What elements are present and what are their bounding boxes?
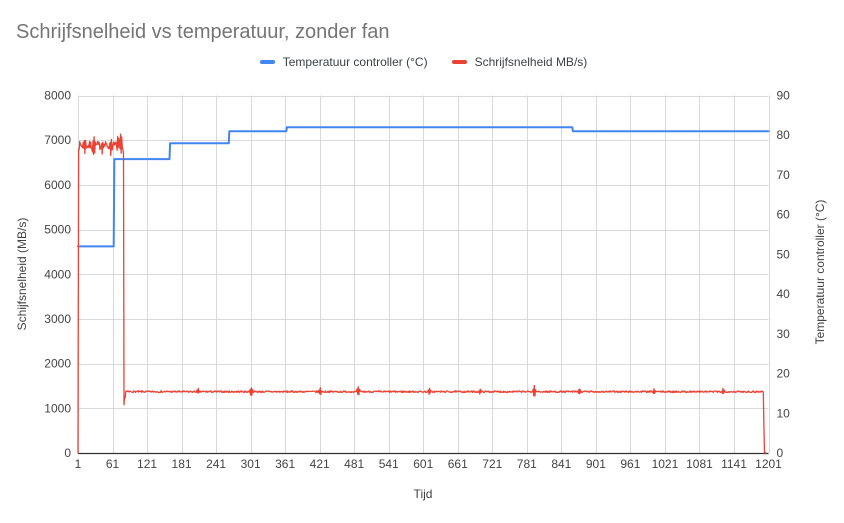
y-left-tick-label: 0	[64, 446, 71, 460]
y-left-tick-label: 8000	[44, 89, 71, 103]
x-tick-label: 1021	[652, 457, 679, 471]
y-left-tick-label: 7000	[44, 133, 71, 147]
x-tick-label: 481	[344, 457, 364, 471]
y-right-tick-label: 70	[777, 168, 791, 182]
y-left-tick-label: 5000	[44, 223, 71, 237]
y-right-tick-label: 80	[777, 128, 791, 142]
temperature-series-marker-icon	[259, 60, 275, 64]
y-right-tick-label: 20	[777, 367, 791, 381]
x-tick-label: 901	[586, 457, 606, 471]
y-left-tick-label: 6000	[44, 178, 71, 192]
x-tick-label: 601	[413, 457, 433, 471]
y-right-tick-label: 90	[777, 89, 791, 103]
legend-label-write-speed: Schrijfsnelheid MB/s)	[474, 55, 588, 69]
x-axis-title: Tijd	[413, 487, 433, 501]
y-right-tick-label: 40	[777, 287, 791, 301]
write-speed-series-marker-icon	[451, 60, 467, 64]
x-tick-label: 421	[310, 457, 330, 471]
x-tick-label: 1081	[686, 457, 713, 471]
y-right-tick-label: 60	[777, 208, 791, 222]
x-tick-label: 61	[106, 457, 120, 471]
x-tick-label: 301	[241, 457, 261, 471]
x-tick-label: 181	[172, 457, 192, 471]
tick-labels: 0 1000 2000 3000 4000 5000 6000 7000 8000 0 10 20 30…	[44, 89, 790, 472]
x-tick-label: 361	[275, 457, 295, 471]
y-left-tick-label: 3000	[44, 312, 71, 326]
x-tick-label: 841	[551, 457, 571, 471]
legend: Temperatuur controller (°C) Schrijfsnelh…	[78, 55, 769, 69]
legend-item-temperature[interactable]: Temperatuur controller (°C)	[259, 55, 428, 69]
y-right-tick-label: 0	[777, 446, 784, 460]
y-left-tick-label: 4000	[44, 267, 71, 281]
y-left-tick-label: 2000	[44, 357, 71, 371]
y-left-tick-label: 1000	[44, 401, 71, 415]
x-tick-label: 1201	[755, 457, 782, 471]
y-right-tick-label: 30	[777, 327, 791, 341]
left-axis-title: Schijfsnelheid (MB/s)	[15, 217, 29, 331]
x-tick-label: 661	[448, 457, 468, 471]
x-tick-label: 721	[482, 457, 502, 471]
temperature-series-line	[77, 126, 770, 248]
x-tick-label: 961	[620, 457, 640, 471]
right-axis-title: Temperatuur controller (°C)	[813, 199, 827, 345]
x-tick-label: 121	[137, 457, 157, 471]
chart-title: Schrijfsnelheid vs temperatuur, zonder f…	[16, 21, 390, 43]
gridlines	[78, 95, 770, 453]
write-speed-series-line	[77, 133, 767, 454]
x-tick-label: 1141	[721, 457, 747, 471]
legend-item-write-speed[interactable]: Schrijfsnelheid MB/s)	[451, 55, 588, 69]
y-right-tick-label: 50	[777, 247, 791, 261]
x-tick-label: 1	[75, 457, 82, 471]
legend-label-temperature: Temperatuur controller (°C)	[282, 55, 428, 69]
x-tick-label: 241	[206, 457, 226, 471]
x-tick-label: 781	[517, 457, 537, 471]
x-tick-label: 541	[379, 457, 399, 471]
y-right-tick-label: 10	[777, 406, 791, 420]
